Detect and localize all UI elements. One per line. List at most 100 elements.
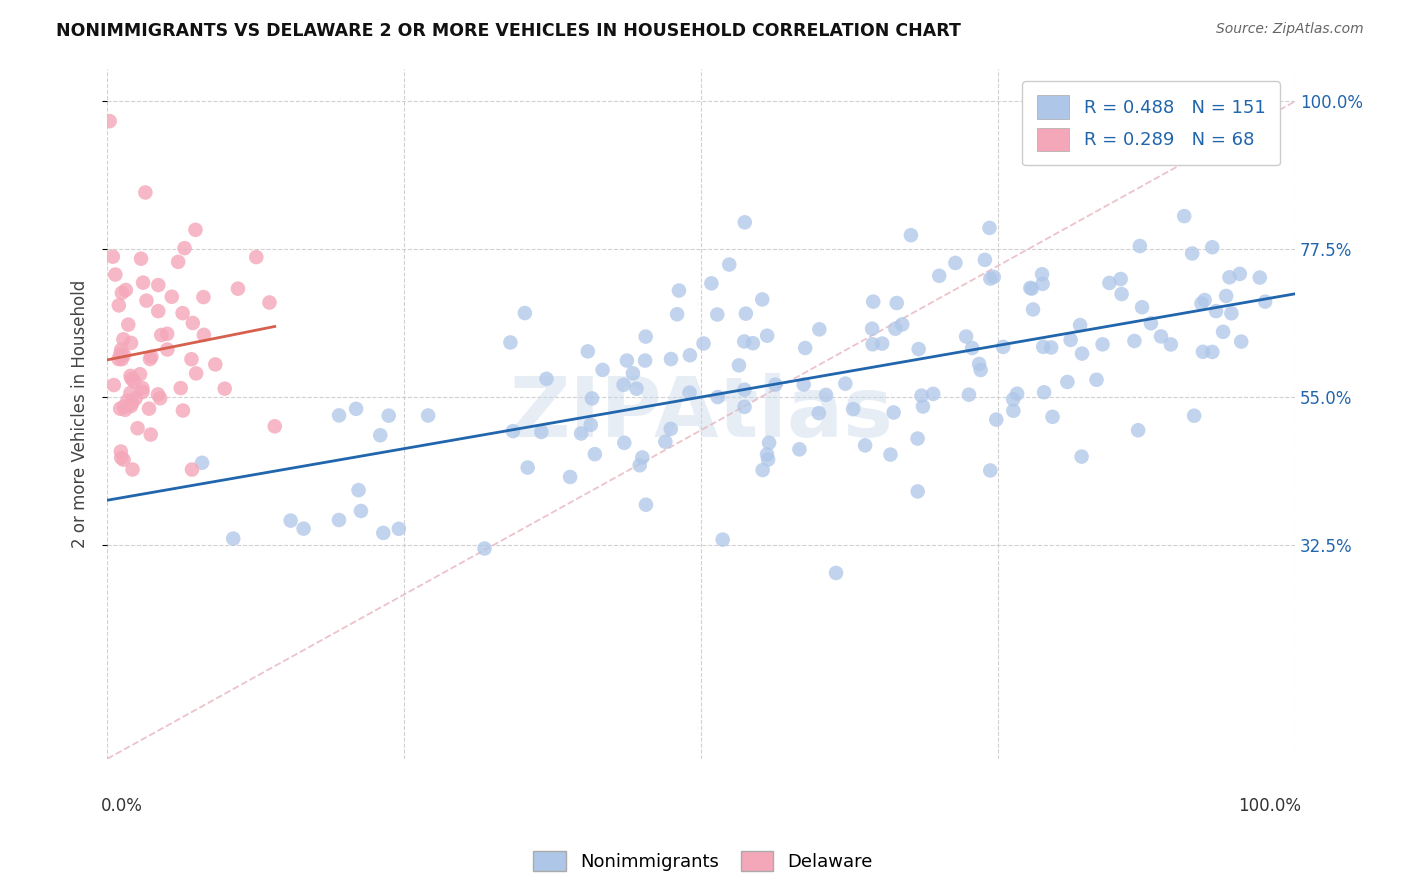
Point [907, 432, 929, 446]
Point [969, 363, 991, 377]
Point [1130, 300, 1153, 314]
Point [1002, 392, 1025, 407]
Point [579, 417, 602, 432]
Point [108, 401, 131, 416]
Point [907, 342, 929, 356]
Point [121, 396, 143, 410]
Point [146, 387, 169, 401]
Point [668, 284, 690, 298]
Point [1031, 267, 1053, 281]
Point [1201, 345, 1223, 359]
Point [756, 328, 779, 343]
Point [1229, 267, 1251, 281]
Point [292, 522, 315, 536]
Point [979, 220, 1001, 235]
Point [700, 277, 723, 291]
Point [808, 322, 831, 336]
Point [108, 298, 131, 312]
Point [104, 268, 127, 282]
Point [634, 353, 657, 368]
Point [733, 383, 755, 397]
Point [184, 367, 207, 381]
Point [634, 498, 657, 512]
Point [860, 322, 883, 336]
Point [110, 450, 132, 465]
Point [1040, 341, 1063, 355]
Point [1218, 270, 1240, 285]
Point [98, 114, 121, 128]
Point [112, 452, 135, 467]
Point [160, 290, 183, 304]
Point [214, 382, 236, 396]
Point [173, 241, 195, 255]
Point [1215, 289, 1237, 303]
Point [891, 318, 914, 332]
Point [180, 352, 202, 367]
Point [110, 444, 132, 458]
Point [1192, 344, 1215, 359]
Point [149, 391, 172, 405]
Point [1021, 282, 1043, 296]
Point [728, 359, 751, 373]
Point [150, 328, 173, 343]
Point [1126, 423, 1149, 437]
Point [911, 400, 934, 414]
Point [751, 293, 773, 307]
Point [148, 278, 170, 293]
Point [156, 343, 179, 357]
Point [122, 375, 145, 389]
Point [167, 255, 190, 269]
Point [1019, 281, 1042, 295]
Point [530, 425, 553, 439]
Point [101, 250, 124, 264]
Point [1249, 270, 1271, 285]
Point [131, 384, 153, 399]
Point [1059, 333, 1081, 347]
Point [377, 409, 399, 423]
Point [350, 504, 373, 518]
Point [1085, 373, 1108, 387]
Point [499, 335, 522, 350]
Point [569, 426, 592, 441]
Point [612, 377, 634, 392]
Point [191, 456, 214, 470]
Point [991, 340, 1014, 354]
Point [842, 402, 865, 417]
Point [172, 306, 194, 320]
Point [983, 270, 1005, 285]
Point [328, 409, 350, 423]
Point [1212, 325, 1234, 339]
Point [388, 522, 411, 536]
Point [967, 357, 990, 371]
Point [814, 388, 837, 402]
Point [135, 293, 157, 308]
Point [910, 389, 932, 403]
Point [883, 405, 905, 419]
Point [138, 401, 160, 416]
Point [131, 381, 153, 395]
Point [558, 470, 581, 484]
Point [127, 421, 149, 435]
Point [103, 378, 125, 392]
Point [1005, 386, 1028, 401]
Point [659, 422, 682, 436]
Point [1070, 450, 1092, 464]
Point [513, 306, 536, 320]
Point [928, 268, 950, 283]
Point [659, 351, 682, 366]
Point [259, 295, 281, 310]
Point [121, 462, 143, 476]
Point [870, 336, 893, 351]
Point [132, 276, 155, 290]
Point [156, 326, 179, 341]
Point [955, 329, 977, 343]
Point [692, 336, 714, 351]
Point [734, 215, 756, 229]
Point [172, 403, 194, 417]
Text: ZIPAtlas: ZIPAtlas [509, 373, 893, 454]
Point [834, 376, 856, 391]
Point [1032, 277, 1054, 291]
Point [114, 283, 136, 297]
Point [1069, 318, 1091, 332]
Point [706, 308, 728, 322]
